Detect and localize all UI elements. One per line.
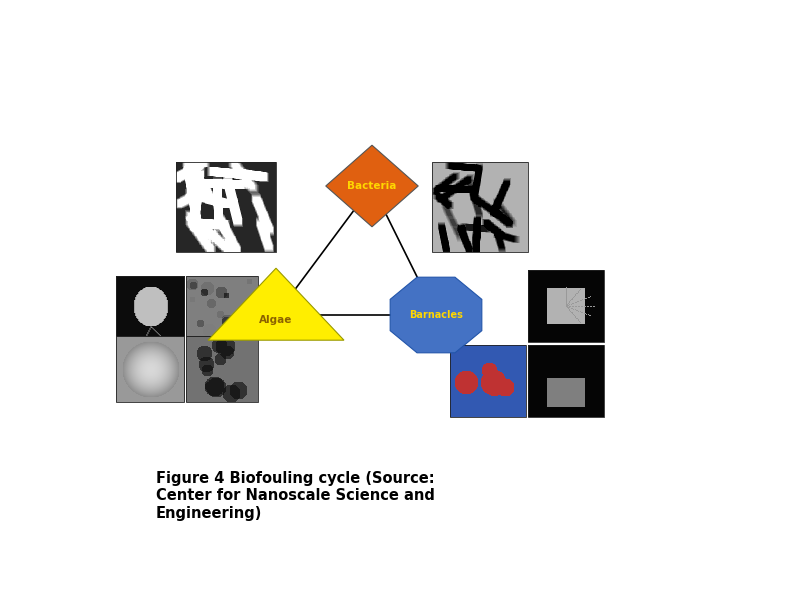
Bar [186, 336, 258, 402]
Bar [528, 345, 604, 417]
Bar [176, 162, 276, 252]
Text: Algae: Algae [259, 315, 293, 325]
Bar [186, 276, 258, 336]
Polygon shape [208, 268, 344, 340]
Bar [528, 270, 604, 342]
Polygon shape [390, 277, 482, 353]
Bar [450, 345, 526, 417]
Bar [116, 336, 184, 402]
Text: Figure 4 Biofouling cycle (Source:
Center for Nanoscale Science and
Engineering): Figure 4 Biofouling cycle (Source: Cente… [156, 471, 435, 521]
Text: Bacteria: Bacteria [347, 181, 397, 191]
Polygon shape [326, 145, 418, 227]
Bar [116, 276, 184, 336]
Text: Barnacles: Barnacles [409, 310, 463, 320]
Bar [432, 162, 528, 252]
